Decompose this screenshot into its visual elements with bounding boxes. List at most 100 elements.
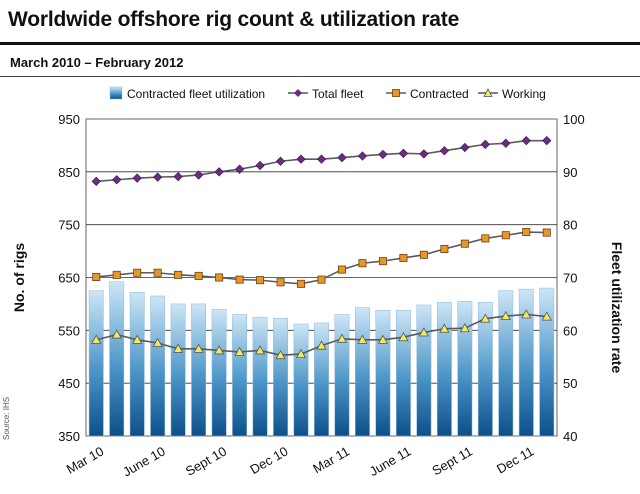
total-fleet-point	[296, 154, 306, 164]
contracted-point	[133, 268, 142, 277]
y2-tick-label: 60	[563, 323, 577, 338]
total-fleet-point	[194, 170, 204, 180]
contracted-point	[92, 272, 101, 281]
subtitle-rule	[0, 76, 640, 77]
legend-label: Total fleet	[312, 87, 364, 101]
y2-tick-label: 90	[563, 165, 577, 180]
total-fleet-point	[112, 175, 122, 185]
working-point	[173, 343, 184, 353]
utilization-bar	[293, 323, 309, 437]
total-fleet-point	[255, 160, 265, 171]
y2-tick-label: 50	[563, 376, 577, 391]
chart-title: Worldwide offshore rig count & utilizati…	[8, 8, 460, 31]
y2-tick-label: 80	[563, 218, 577, 233]
legend-marker-contracted	[392, 89, 400, 97]
total-fleet-point	[480, 139, 490, 149]
working-point	[91, 334, 102, 344]
total-fleet-point	[337, 152, 347, 163]
y-tick-label: 850	[58, 165, 80, 180]
working-point	[398, 331, 409, 342]
contracted-point	[378, 257, 387, 266]
y-tick-label: 450	[58, 376, 80, 391]
utilization-bar	[232, 314, 248, 437]
total-fleet-point	[419, 149, 429, 159]
y-tick-label: 550	[58, 323, 80, 338]
working-point	[521, 309, 532, 319]
working-point	[275, 349, 286, 360]
y2-axis-label: Fleet utilization rate	[609, 242, 625, 374]
contracted-point	[399, 253, 408, 262]
contracted-point	[174, 270, 183, 279]
legend-marker-total	[294, 89, 302, 97]
working-point	[541, 311, 552, 321]
legend-label: Contracted fleet utilization	[127, 87, 265, 101]
working-point	[377, 334, 389, 344]
total-fleet-point	[378, 149, 388, 160]
working-point	[111, 329, 122, 339]
utilization-bar	[88, 290, 104, 437]
working-point	[459, 322, 470, 333]
y-tick-label: 650	[58, 271, 80, 286]
utilization-bar	[375, 310, 391, 437]
total-fleet-point	[91, 176, 101, 186]
utilization-bar	[252, 316, 268, 437]
contracted-point	[522, 228, 531, 237]
utilization-bar	[109, 281, 125, 437]
total-fleet-point	[316, 154, 327, 164]
utilization-bar	[539, 287, 555, 437]
total-fleet-point	[501, 138, 511, 148]
chart-subtitle: March 2010 – February 2012	[10, 55, 184, 70]
contracted-point	[542, 228, 551, 237]
working-point	[316, 340, 327, 350]
working-point	[193, 343, 204, 353]
utilization-bar	[498, 290, 514, 437]
contracted-point	[215, 273, 224, 282]
y2-tick-label: 100	[563, 112, 585, 127]
utilization-bar	[395, 310, 411, 437]
legend-label: Working	[502, 87, 546, 101]
total-fleet-point	[173, 171, 183, 182]
x-tick-label: Sept 10	[183, 443, 229, 478]
x-tick-label: Dec 10	[247, 443, 290, 477]
x-tick-label: Sept 11	[429, 443, 474, 478]
contracted-point	[358, 259, 367, 268]
total-fleet-point	[398, 148, 409, 158]
y-tick-label: 950	[58, 112, 80, 127]
total-fleet-point	[357, 151, 368, 161]
x-tick-label: Mar 11	[310, 443, 352, 476]
working-point	[152, 337, 163, 347]
working-point	[132, 334, 143, 344]
contracted-point	[194, 271, 203, 280]
working-point	[480, 313, 491, 323]
working-point	[500, 310, 511, 320]
y2-tick-label: 70	[563, 271, 577, 286]
contracted-point	[440, 244, 449, 253]
working-point	[418, 327, 429, 337]
x-tick-label: June 11	[367, 443, 414, 479]
utilization-bar	[457, 301, 473, 437]
y-tick-label: 350	[58, 429, 80, 444]
utilization-bar	[334, 314, 350, 437]
utilization-bar	[170, 303, 186, 437]
working-point	[234, 346, 245, 356]
total-fleet-point	[521, 136, 531, 146]
contracted-point	[337, 265, 346, 274]
total-fleet-point	[275, 156, 286, 166]
working-point	[357, 334, 368, 344]
total-fleet-point	[460, 142, 470, 153]
utilization-bar	[150, 295, 166, 437]
working-point	[439, 323, 450, 333]
legend-swatch-utilization	[109, 86, 123, 100]
legend-label: Contracted	[410, 87, 469, 101]
total-fleet-point	[542, 136, 552, 146]
contracted-point	[256, 276, 265, 285]
y-tick-label: 750	[58, 218, 80, 233]
contracted-point	[112, 270, 121, 279]
contracted-point	[419, 250, 428, 259]
utilization-bar	[211, 308, 227, 437]
y-axis-label: No. of rigs	[11, 243, 27, 312]
total-fleet-point	[439, 146, 449, 156]
utilization-bar	[273, 317, 288, 437]
utilization-bar	[129, 292, 145, 437]
